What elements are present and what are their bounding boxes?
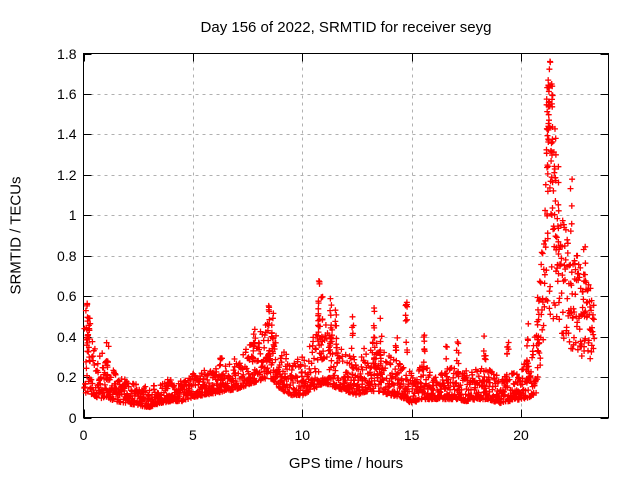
x-tick-label: 20 [513,426,529,443]
y-tick-label: 1.2 [57,166,77,183]
x-tick-label: 10 [294,426,311,443]
plot-border [83,53,609,418]
x-axis-label: GPS time / hours [288,455,404,472]
y-tick-label: 0 [68,409,77,426]
y-tick-label: 1 [68,207,77,224]
y-axis-label: SRMTID / TECUs [7,176,25,295]
y-tick-label: 0.4 [57,328,77,345]
y-tick-label: 1.8 [57,45,77,62]
x-tick-label: 5 [188,426,197,443]
y-tick-label: 0.2 [57,369,77,386]
y-tick-label: 0.6 [57,288,77,305]
y-tick-label: 0.8 [57,247,77,264]
y-tick-label: 1.4 [57,126,77,143]
x-tick-label: 0 [79,426,88,443]
y-tick-label: 1.6 [57,85,77,102]
x-tick-label: 15 [403,426,420,443]
chart-title: Day 156 of 2022, SRMTID for receiver sey… [200,19,492,36]
data-points [81,58,598,411]
tick-marks-group [83,53,609,419]
